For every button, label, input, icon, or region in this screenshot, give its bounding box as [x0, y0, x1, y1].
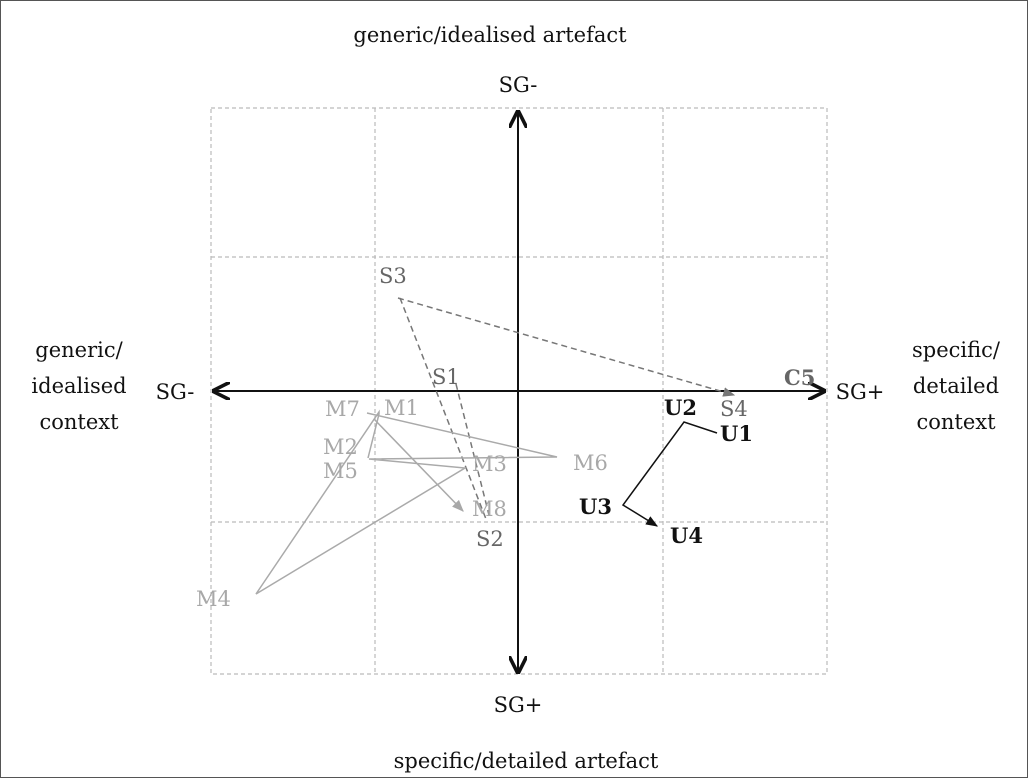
label-m5: M5: [323, 459, 358, 483]
label-m8: M8: [472, 497, 507, 521]
top-axis-end-label: SG-: [499, 73, 538, 97]
left-axis-title-line1: generic/: [35, 338, 123, 362]
label-m2: M2: [323, 435, 358, 459]
label-c5: C5: [784, 365, 815, 390]
right-axis-title-line3: context: [916, 410, 996, 434]
label-u2: U2: [664, 395, 697, 420]
bottom-axis-title: specific/detailed artefact: [394, 749, 659, 773]
s-trajectory: [397, 297, 736, 520]
left-axis-end-label: SG-: [156, 380, 195, 404]
label-m4: M4: [196, 587, 231, 611]
s-edge-s1-s2: [455, 383, 491, 520]
right-axis-end-label: SG+: [836, 380, 885, 404]
label-m6: M6: [573, 451, 608, 475]
u-trajectory: [621, 421, 718, 527]
label-s2: S2: [476, 527, 504, 551]
label-s1: S1: [432, 365, 460, 389]
label-m1: M1: [384, 396, 419, 420]
top-axis-title: generic/idealised artefact: [353, 23, 627, 47]
left-axis-title-line3: context: [39, 410, 119, 434]
left-axis-title-line2: idealised: [31, 374, 126, 398]
label-m7: M7: [325, 397, 360, 421]
label-s3: S3: [379, 264, 407, 288]
label-m3: M3: [472, 452, 507, 476]
bottom-axis-end-label: SG+: [494, 693, 543, 717]
s-edge-s3-s4: [397, 297, 736, 397]
right-axis-title-line2: detailed: [913, 374, 999, 398]
u-path: [621, 421, 718, 527]
label-u1: U1: [720, 421, 753, 446]
label-s4: S4: [720, 397, 748, 421]
grid-outer-box: [210, 107, 828, 675]
m-edge-to-m8: [373, 418, 464, 512]
m-path-main: [255, 409, 558, 595]
right-axis-title-line1: specific/: [912, 338, 1001, 362]
label-u4: U4: [670, 523, 703, 548]
label-u3: U3: [579, 494, 612, 519]
m-trajectory: [255, 409, 558, 595]
axes: [214, 112, 824, 672]
